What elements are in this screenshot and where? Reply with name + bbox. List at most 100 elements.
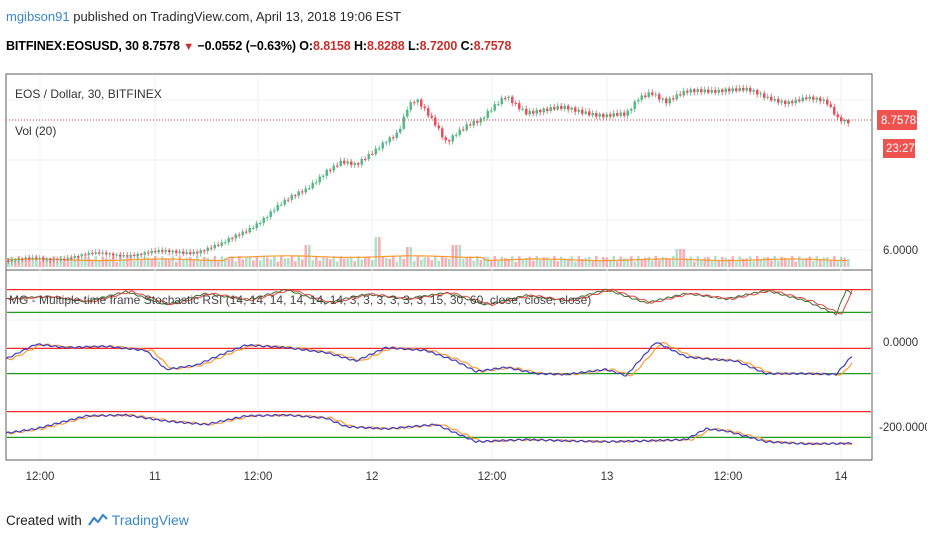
candle-body: [63, 258, 66, 260]
candle-body: [150, 251, 153, 254]
chart-area[interactable]: EOS / Dollar, 30, BITFINEX Vol (20) 8.75…: [5, 70, 931, 490]
candle-body: [819, 97, 822, 102]
candle-body: [672, 98, 675, 100]
candle-body: [196, 251, 199, 254]
candle-body: [658, 94, 661, 100]
candle-body: [14, 260, 17, 262]
candle-body: [49, 258, 52, 261]
volume-bar: [73, 260, 77, 267]
candle-body: [770, 96, 773, 101]
low-label: L:: [408, 39, 420, 53]
candle-body: [245, 231, 248, 233]
volume-bar: [451, 245, 455, 267]
volume-bar: [150, 259, 154, 267]
volume-bar: [518, 256, 521, 267]
volume-bar: [847, 259, 850, 267]
volume-bar: [311, 260, 315, 267]
volume-bar: [458, 245, 462, 267]
volume-bar: [703, 257, 707, 267]
down-triangle-icon: ▼: [183, 41, 195, 53]
candle-body: [297, 191, 300, 196]
created-with-text: Created with: [6, 513, 82, 528]
volume-bar: [493, 256, 497, 267]
volume-bar: [35, 256, 38, 267]
volume-bar: [500, 256, 504, 267]
volume-bar: [140, 260, 143, 267]
candle-body: [472, 121, 475, 126]
volume-bar: [234, 261, 238, 267]
volume-bar: [833, 256, 836, 267]
candle-body: [115, 254, 118, 256]
volume-bar: [220, 256, 224, 267]
author-link[interactable]: mgibson91: [6, 9, 70, 24]
candle-body: [742, 87, 745, 91]
candle-body: [213, 244, 216, 249]
volume-bar: [514, 261, 518, 267]
candle-body: [682, 90, 685, 96]
volume-bar: [322, 256, 325, 267]
candle-body: [619, 112, 622, 116]
candle-body: [693, 89, 696, 93]
candle-body: [833, 106, 836, 115]
volume-bar: [756, 256, 759, 267]
candle-body: [612, 113, 615, 117]
volume-bar: [766, 256, 770, 267]
candle-body: [679, 94, 682, 96]
candle-body: [399, 128, 402, 133]
volume-bar: [343, 258, 346, 267]
candle-body: [686, 90, 689, 93]
candle-body: [728, 88, 731, 92]
volume-bar: [143, 257, 147, 267]
volume-bar: [28, 257, 31, 267]
volume-bar: [616, 261, 619, 267]
candle-body: [154, 251, 157, 253]
candle-body: [66, 257, 69, 260]
candle-body: [24, 257, 27, 259]
candle-body: [752, 90, 755, 92]
candle-body: [168, 250, 171, 253]
candle-body: [77, 256, 80, 258]
volume-bar: [108, 258, 112, 267]
candle-body: [98, 252, 101, 254]
candle-body: [458, 129, 461, 135]
indicator-scale-label-0: 0.0000: [883, 337, 918, 349]
candle-body: [847, 119, 850, 124]
candle-body: [91, 252, 94, 254]
tradingview-brand[interactable]: TradingView: [111, 512, 189, 528]
candle-body: [406, 109, 409, 117]
candle-body: [143, 252, 146, 255]
candle-body: [710, 89, 713, 93]
volume-bar: [378, 237, 381, 267]
volume-bar: [686, 258, 689, 267]
candle-body: [437, 125, 440, 129]
candle-body: [234, 234, 237, 239]
volume-bar: [609, 259, 612, 267]
candle-body: [332, 165, 335, 171]
candle-body: [490, 110, 493, 112]
volume-bar: [539, 259, 542, 267]
volume-bar: [154, 256, 157, 267]
candle-body: [584, 111, 587, 114]
candle-body: [451, 135, 454, 142]
candle-body: [700, 89, 703, 93]
volume-bar: [21, 259, 24, 267]
candle-body: [798, 99, 801, 102]
volume-bar: [553, 256, 556, 267]
volume-bar: [14, 260, 17, 267]
volume-bar: [598, 260, 602, 267]
candle-body: [294, 195, 297, 197]
volume-bar: [455, 245, 458, 267]
candle-body: [17, 258, 20, 261]
volume-bar: [80, 260, 84, 267]
candle-body: [745, 87, 748, 91]
volume-bar: [196, 256, 199, 267]
candle-body: [360, 159, 363, 165]
volume-bar: [784, 257, 787, 267]
volume-bar: [427, 257, 430, 267]
chart-svg[interactable]: EOS / Dollar, 30, BITFINEX Vol (20) 8.75…: [5, 70, 931, 490]
candle-body: [133, 254, 136, 257]
candle-body: [119, 254, 122, 257]
volume-bar: [175, 261, 178, 267]
volume-bar: [472, 260, 476, 267]
volume-bar: [651, 260, 654, 267]
